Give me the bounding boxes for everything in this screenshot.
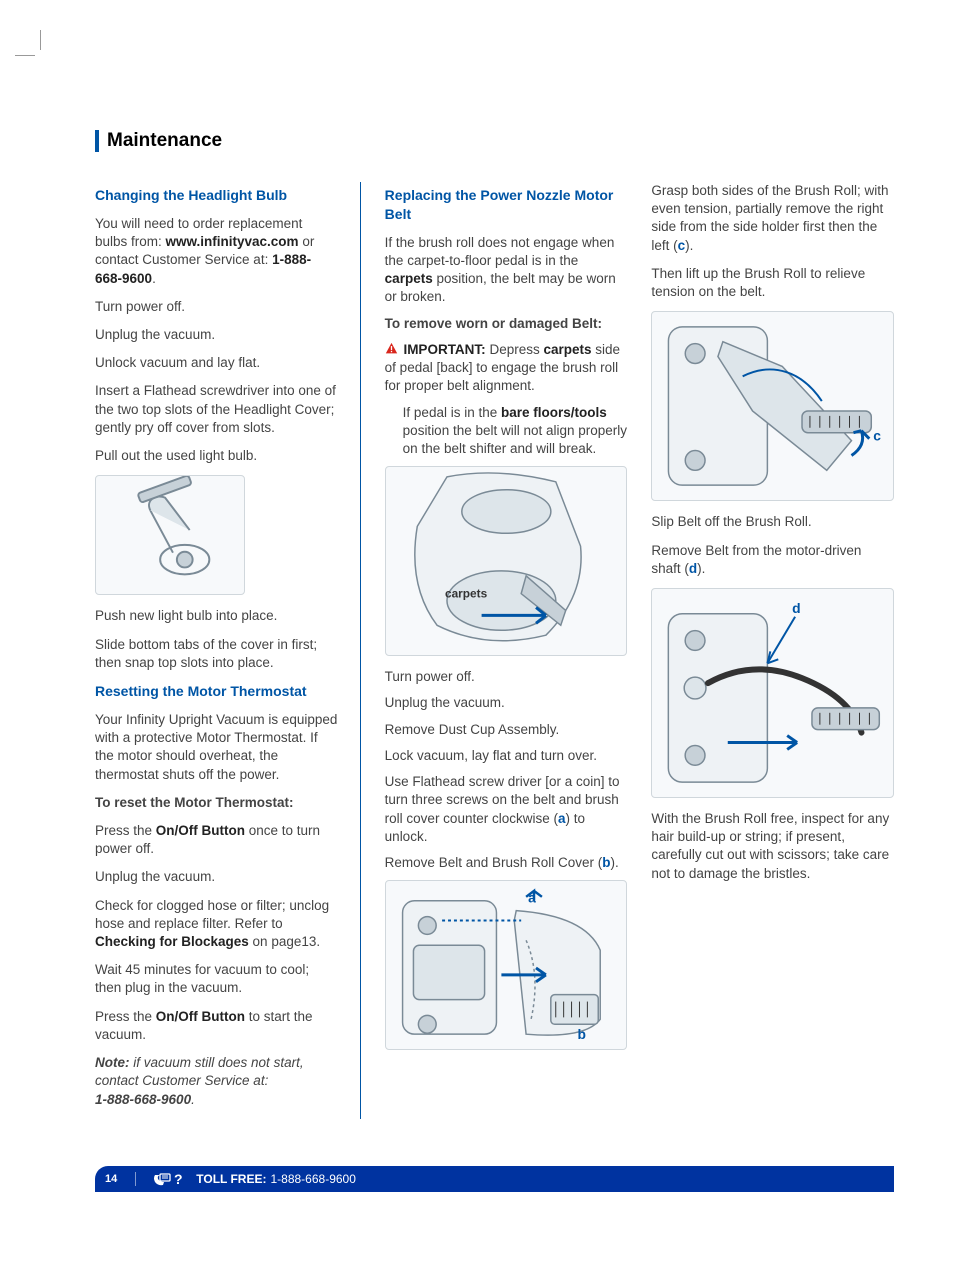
text: Unplug the vacuum. bbox=[95, 326, 338, 344]
column-2: Replacing the Power Nozzle Motor Belt If… bbox=[385, 182, 628, 1119]
text: Slide bottom tabs of the cover in first;… bbox=[95, 636, 338, 672]
text: Then lift up the Brush Roll to relieve t… bbox=[651, 265, 894, 301]
text: Grasp both sides of the Brush Roll; with… bbox=[651, 182, 894, 255]
text: Remove Belt from the motor-driven shaft … bbox=[651, 542, 894, 578]
text: Pull out the used light bulb. bbox=[95, 447, 338, 465]
text: With the Brush Roll free, inspect for an… bbox=[651, 810, 894, 883]
column-3: Grasp both sides of the Brush Roll; with… bbox=[651, 182, 894, 1119]
heading-reset-thermostat: Resetting the Motor Thermostat bbox=[95, 682, 338, 701]
text: Turn power off. bbox=[95, 298, 338, 316]
heading-replacing-belt: Replacing the Power Nozzle Motor Belt bbox=[385, 186, 628, 224]
page-footer: 14 ? TOLL FREE: 1-888-668-9600 bbox=[95, 1166, 894, 1192]
illustration-carpets-pedal: carpets bbox=[385, 466, 628, 656]
illustration-brush-roll-c: c bbox=[651, 311, 894, 501]
phone-icon: ? bbox=[152, 1170, 186, 1188]
text: Turn power off. bbox=[385, 668, 628, 686]
text: Remove Belt and Brush Roll Cover (b). bbox=[385, 854, 628, 872]
text: Unplug the vacuum. bbox=[385, 694, 628, 712]
illustration-bulb bbox=[95, 475, 245, 595]
lead-remove-belt: To remove worn or damaged Belt: bbox=[385, 315, 628, 333]
section-title: Maintenance bbox=[95, 130, 894, 152]
text: Unplug the vacuum. bbox=[95, 868, 338, 886]
text: Slip Belt off the Brush Roll. bbox=[651, 513, 894, 531]
important-note: IMPORTANT: Depress carpets side of pedal… bbox=[385, 341, 628, 396]
svg-text:c: c bbox=[874, 428, 882, 444]
warning-icon bbox=[385, 342, 398, 355]
content-columns: Changing the Headlight Bulb You will nee… bbox=[95, 182, 894, 1119]
note: Note: if vacuum still does not start, co… bbox=[95, 1054, 338, 1109]
toll-free-number: 1-888-668-9600 bbox=[270, 1172, 355, 1186]
page-number: 14 bbox=[105, 1173, 117, 1185]
text: Press the On/Off Button once to turn pow… bbox=[95, 822, 338, 858]
text: If the brush roll does not engage when t… bbox=[385, 234, 628, 307]
illustration-belt-d: d bbox=[651, 588, 894, 798]
heading-changing-bulb: Changing the Headlight Bulb bbox=[95, 186, 338, 205]
text: Use Flathead screw driver [or a coin] to… bbox=[385, 773, 628, 846]
svg-text:?: ? bbox=[174, 1171, 183, 1187]
text: Remove Dust Cup Assembly. bbox=[385, 721, 628, 739]
text: Wait 45 minutes for vacuum to cool; then… bbox=[95, 961, 338, 997]
text: Lock vacuum, lay flat and turn over. bbox=[385, 747, 628, 765]
text: Check for clogged hose or filter; unclog… bbox=[95, 897, 338, 952]
column-1: Changing the Headlight Bulb You will nee… bbox=[95, 182, 361, 1119]
text: You will need to order replacement bulbs… bbox=[95, 215, 338, 288]
crop-marks bbox=[30, 45, 60, 75]
toll-free-label: TOLL FREE: bbox=[196, 1172, 266, 1186]
svg-text:b: b bbox=[577, 1026, 585, 1042]
svg-text:d: d bbox=[792, 600, 800, 616]
lead-reset: To reset the Motor Thermostat: bbox=[95, 794, 338, 812]
important-note-2: If pedal is in the bare floors/tools pos… bbox=[385, 404, 628, 459]
illustration-brush-cover: ab bbox=[385, 880, 628, 1050]
text: Insert a Flathead screwdriver into one o… bbox=[95, 382, 338, 437]
text: Push new light bulb into place. bbox=[95, 607, 338, 625]
text: Your Infinity Upright Vacuum is equipped… bbox=[95, 711, 338, 784]
footer-divider bbox=[135, 1172, 136, 1186]
text: Unlock vacuum and lay flat. bbox=[95, 354, 338, 372]
text: Press the On/Off Button to start the vac… bbox=[95, 1008, 338, 1044]
svg-text:carpets: carpets bbox=[445, 587, 488, 601]
